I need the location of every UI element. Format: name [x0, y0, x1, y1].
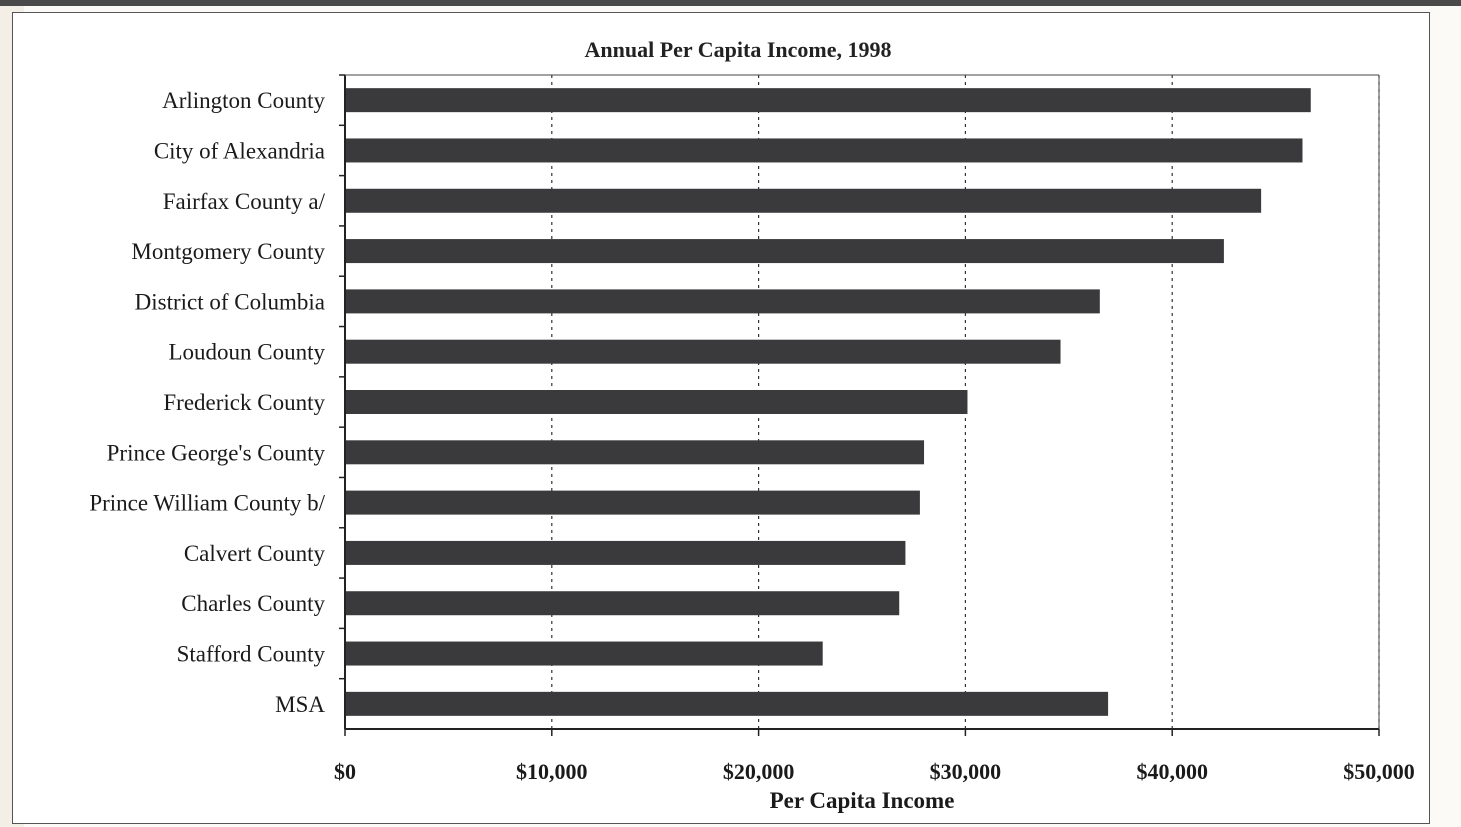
bar: [345, 289, 1100, 314]
category-label: Arlington County: [162, 88, 325, 113]
category-label: Loudoun County: [168, 340, 325, 365]
bar: [345, 390, 968, 414]
x-tick-label: $20,000: [723, 759, 795, 784]
bar: [345, 138, 1303, 163]
category-label: District of Columbia: [135, 289, 325, 314]
category-labels: Arlington County City of Alexandria Fairfa…: [89, 88, 325, 717]
bar: [345, 88, 1311, 113]
bar: [345, 440, 925, 465]
category-label: Stafford County: [177, 642, 326, 667]
bar: [345, 540, 906, 565]
axes: [339, 74, 1380, 736]
bar: [345, 641, 823, 666]
bar: [345, 490, 920, 515]
page-top-band: [0, 0, 1461, 6]
category-label: Fairfax County a/: [163, 189, 326, 214]
category-label: Calvert County: [184, 541, 326, 566]
category-label: Prince William County b/: [89, 491, 325, 516]
category-label: Prince George's County: [107, 440, 326, 465]
bars: [345, 88, 1311, 716]
x-tick-label: $0: [334, 759, 356, 784]
x-tick-label: $50,000: [1343, 759, 1415, 784]
x-tick-labels: $0 $10,000 $20,000 $30,000 $40,000 $50,000: [334, 759, 1415, 784]
x-axis-title: Per Capita Income: [770, 788, 955, 813]
chart-title: Annual Per Capita Income, 1998: [585, 37, 892, 62]
category-label: MSA: [275, 692, 325, 717]
bar: [345, 239, 1224, 264]
category-label: Frederick County: [163, 390, 325, 415]
category-label: Charles County: [181, 591, 325, 616]
bar: [345, 691, 1109, 716]
bar: [345, 188, 1262, 213]
x-tick-label: $30,000: [930, 759, 1002, 784]
category-label: Montgomery County: [131, 239, 325, 264]
x-tick-label: $40,000: [1136, 759, 1208, 784]
category-label: City of Alexandria: [154, 138, 325, 163]
bar: [345, 339, 1061, 364]
bar: [345, 591, 900, 616]
x-tick-label: $10,000: [516, 759, 588, 784]
